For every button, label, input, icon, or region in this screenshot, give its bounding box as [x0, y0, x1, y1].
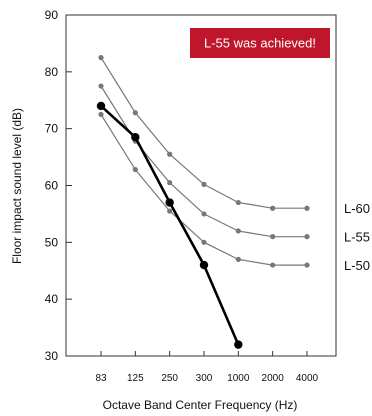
reference-point [201, 211, 207, 217]
x-tick-label: 1000 [227, 373, 250, 384]
series-layer [96, 55, 310, 349]
reference-point [167, 208, 173, 214]
reference-labels: L-60 L-55 L-50 [344, 201, 370, 273]
x-axis: 83 125 250 300 1000 2000 4000 [95, 351, 319, 384]
reference-point [98, 111, 104, 118]
x-tick-label: 125 [127, 373, 144, 384]
measured-point [165, 198, 174, 207]
reference-point [270, 262, 276, 268]
reference-point [201, 181, 207, 187]
x-tick-label: 250 [161, 373, 178, 384]
reference-point [270, 234, 276, 240]
y-tick-label: 70 [45, 122, 59, 136]
reference-point [201, 239, 207, 245]
measured-point [96, 101, 106, 111]
series-label: L-55 [344, 230, 370, 245]
annotation-text: L-55 was achieved! [204, 36, 316, 51]
y-tick-label: 30 [45, 349, 59, 363]
reference-point [132, 166, 138, 173]
y-tick-label: 80 [45, 65, 59, 79]
x-tick-label: 2000 [262, 373, 285, 384]
x-tick-label: 4000 [296, 373, 319, 384]
x-tick-label: 83 [95, 373, 107, 384]
reference-point [304, 234, 310, 240]
y-tick-label: 90 [45, 8, 59, 22]
reference-point [270, 205, 276, 211]
y-axis: 30 40 50 60 70 80 90 [45, 8, 72, 363]
reference-point [304, 205, 310, 211]
x-tick-label: 300 [196, 373, 213, 384]
reference-point [98, 55, 104, 61]
measured-point [131, 132, 140, 142]
y-tick-label: 50 [45, 235, 59, 249]
y-tick-label: 40 [45, 292, 59, 306]
x-axis-label: Octave Band Center Frequency (Hz) [103, 398, 298, 412]
series-label: L-60 [344, 201, 370, 216]
reference-point [132, 110, 138, 116]
reference-point [235, 199, 241, 206]
reference-point [304, 262, 310, 268]
y-tick-label: 60 [45, 179, 59, 193]
reference-point [167, 180, 173, 186]
reference-point [235, 256, 241, 262]
measured-point [234, 340, 243, 349]
y-axis-label: Floor impact sound level (dB) [10, 108, 24, 264]
series-label: L-50 [344, 258, 370, 273]
reference-point [167, 151, 173, 157]
reference-point [235, 228, 241, 234]
annotation-banner: L-55 was achieved! [190, 28, 330, 58]
reference-point [98, 83, 104, 89]
plot-area [65, 14, 337, 357]
measured-point [199, 260, 209, 270]
annotation-background [190, 28, 330, 58]
